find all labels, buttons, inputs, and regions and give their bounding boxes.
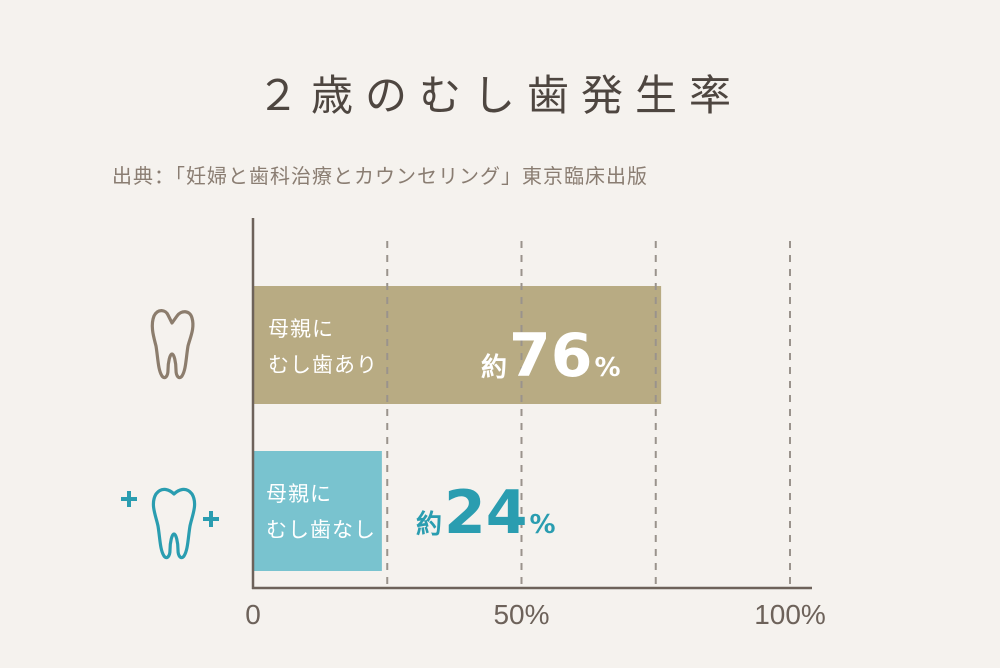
x-tick-label: 50% (493, 599, 549, 630)
category-label: むし歯なし (266, 518, 376, 542)
value-prefix: 約 (481, 352, 507, 383)
bar (253, 286, 662, 404)
x-tick-label: 100% (754, 599, 826, 630)
value-prefix: 約 (416, 509, 442, 540)
category-label: むし歯あり (268, 353, 378, 377)
value-label: 約24% (416, 478, 556, 548)
x-tick-label: 0 (245, 599, 261, 630)
value-unit: % (530, 510, 556, 540)
plus-icon (203, 511, 219, 527)
category-label: 母親に (268, 317, 334, 341)
category-label: 母親に (266, 482, 332, 506)
decayed-tooth-icon (150, 309, 195, 380)
source-citation: 出典：「妊婦と歯科治療とカウンセリング」東京臨床出版 (112, 164, 648, 188)
value-number: 24 (444, 478, 528, 548)
value-number: 76 (509, 321, 593, 391)
plus-icon (121, 491, 137, 507)
value-unit: % (595, 353, 621, 383)
bar (253, 451, 382, 571)
value-label: 約76% (481, 321, 621, 391)
chart-title: ２歳のむし歯発生率 (256, 71, 743, 120)
healthy-tooth-icon (151, 487, 197, 560)
